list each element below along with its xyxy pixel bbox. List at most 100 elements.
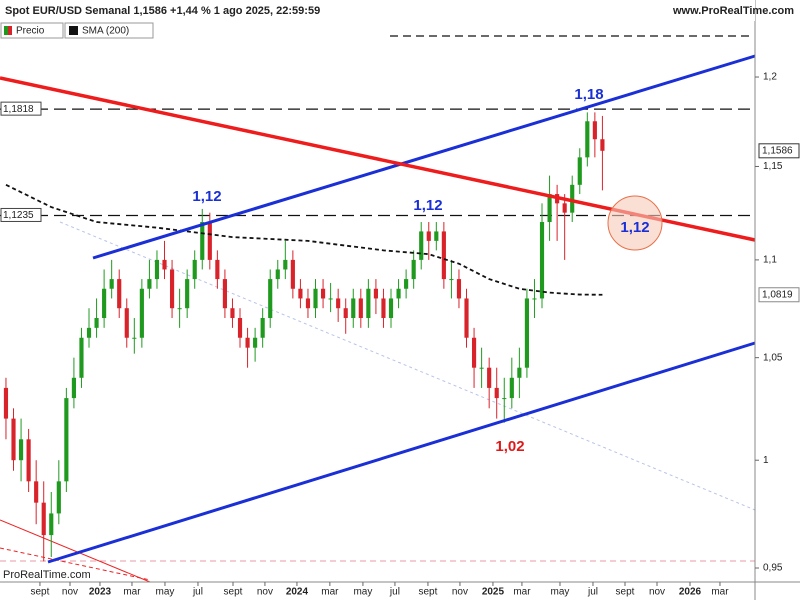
sma-last-box bbox=[758, 287, 800, 303]
x-tick-label: 2025 bbox=[482, 587, 505, 598]
candle-body bbox=[320, 288, 326, 299]
candle-body bbox=[260, 318, 265, 338]
legend-label: Precio bbox=[16, 26, 45, 37]
candle-body bbox=[305, 298, 311, 309]
candle-body bbox=[585, 121, 590, 158]
x-tick-label: mar bbox=[123, 587, 141, 598]
x-tick-label: sept bbox=[616, 587, 635, 598]
candle-body bbox=[404, 279, 409, 289]
x-tick-label: 2024 bbox=[286, 587, 309, 598]
x-tick-label: nov bbox=[649, 587, 665, 598]
candle-body bbox=[283, 259, 288, 270]
annotation: 1,12 bbox=[620, 219, 649, 236]
watermark: ProRealTime.com bbox=[3, 569, 91, 581]
candle-body bbox=[411, 259, 416, 280]
candle-body bbox=[3, 387, 9, 419]
candle-body bbox=[509, 377, 514, 399]
x-tick-label: sept bbox=[224, 587, 243, 598]
annotation: 1,18 bbox=[574, 86, 603, 103]
faint-trendline bbox=[59, 221, 756, 511]
y-tick-label: 1,05 bbox=[763, 352, 783, 363]
candle-body bbox=[162, 259, 167, 270]
candle-body bbox=[479, 367, 484, 369]
sma-line bbox=[5, 184, 603, 296]
candle-body bbox=[192, 259, 197, 280]
lower-channel bbox=[47, 341, 756, 564]
candle-body bbox=[275, 269, 280, 280]
candle-body bbox=[147, 279, 152, 289]
red-thin-line bbox=[0, 519, 151, 583]
candle-body bbox=[487, 367, 492, 388]
annotation: 1,02 bbox=[495, 438, 524, 455]
candle-body bbox=[56, 481, 61, 514]
y-tick-label: 1,15 bbox=[763, 161, 783, 172]
y-tick-label: 1,1 bbox=[763, 255, 777, 266]
x-tick-label: mar bbox=[513, 587, 531, 598]
candle-body bbox=[71, 377, 76, 399]
candle-body bbox=[18, 439, 24, 461]
chart-title: Spot EUR/USD Semanal 1,1586 +1,44 % 1 ag… bbox=[5, 5, 320, 17]
candle-body bbox=[456, 279, 462, 299]
x-tick-label: mar bbox=[321, 587, 339, 598]
sma-layer bbox=[5, 184, 603, 296]
candle-body bbox=[79, 337, 84, 378]
candle-body bbox=[132, 337, 137, 339]
legend-label: SMA (200) bbox=[82, 26, 129, 37]
candle-body bbox=[222, 279, 227, 309]
candle-body bbox=[517, 367, 522, 378]
x-tick-label: 2026 bbox=[679, 587, 702, 598]
legend-swatch bbox=[4, 26, 8, 35]
candle-body bbox=[94, 318, 99, 328]
x-tick-label: nov bbox=[62, 587, 78, 598]
sma-last-label: 1,0819 bbox=[762, 289, 793, 300]
candle-body bbox=[139, 288, 144, 338]
candle-body bbox=[419, 231, 424, 260]
candle-body bbox=[328, 298, 333, 300]
legend-box bbox=[0, 22, 64, 39]
candle-body bbox=[532, 298, 537, 300]
candle-body bbox=[570, 184, 575, 213]
candle-body bbox=[169, 269, 175, 309]
candle-body bbox=[592, 121, 597, 140]
candle-body bbox=[577, 157, 582, 185]
axes: 0,95 1 1,05 1,1 1,15 1,2 sept nov 2023 mar may jul s… bbox=[30, 72, 800, 598]
y-tick-label: 0,95 bbox=[763, 563, 783, 574]
candle-body bbox=[124, 308, 129, 338]
candle-body bbox=[230, 308, 235, 319]
candle-body bbox=[388, 298, 394, 319]
level-label-box bbox=[0, 101, 42, 116]
candle-body bbox=[64, 398, 69, 482]
x-tick-label: may bbox=[551, 587, 570, 598]
source: www.ProRealTime.com bbox=[672, 5, 794, 17]
x-tick-label: nov bbox=[452, 587, 468, 598]
legend: Precio SMA (200) bbox=[0, 22, 154, 39]
candle-body bbox=[49, 513, 54, 536]
candle-body bbox=[34, 481, 39, 503]
candle-body bbox=[426, 231, 431, 241]
candle-body bbox=[154, 259, 160, 280]
candle-body bbox=[290, 259, 295, 289]
candle-body bbox=[343, 308, 348, 319]
candle-body bbox=[237, 318, 243, 338]
levels: 1,1818 1,1235 bbox=[0, 101, 755, 222]
annotation: 1,12 bbox=[413, 197, 442, 214]
candle-body bbox=[351, 298, 356, 319]
candle-body bbox=[215, 259, 220, 280]
x-tick-label: jul bbox=[587, 587, 598, 598]
x-tick-label: sept bbox=[418, 587, 437, 598]
highlight-circle bbox=[607, 195, 663, 251]
candle-body bbox=[117, 279, 122, 309]
candle-body bbox=[177, 308, 182, 310]
candle-body bbox=[200, 222, 205, 260]
x-tick-label: mar bbox=[711, 587, 729, 598]
x-tick-label: may bbox=[156, 587, 175, 598]
candle-body bbox=[185, 279, 190, 309]
candle-body bbox=[539, 222, 545, 299]
header-bg bbox=[0, 0, 755, 21]
candles bbox=[3, 112, 605, 562]
x-tick-label: jul bbox=[389, 587, 400, 598]
candle-body bbox=[253, 337, 258, 348]
level-label: 1,1235 bbox=[3, 210, 34, 221]
x-tick-label: sept bbox=[30, 587, 49, 598]
